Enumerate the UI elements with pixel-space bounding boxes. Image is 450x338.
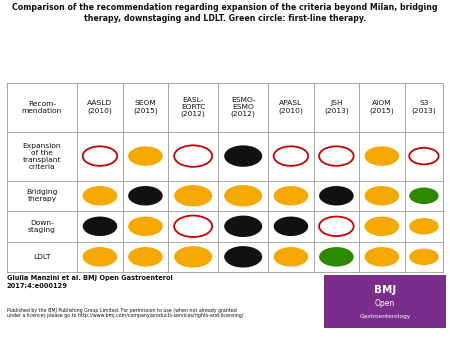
- Ellipse shape: [364, 186, 399, 206]
- Ellipse shape: [274, 247, 308, 267]
- Ellipse shape: [128, 247, 163, 267]
- Text: Expansion
of the
transplant
criteria: Expansion of the transplant criteria: [22, 143, 61, 170]
- Ellipse shape: [364, 217, 399, 236]
- Ellipse shape: [128, 217, 163, 236]
- Text: Comparison of the recommendation regarding expansion of the criteria beyond Mila: Comparison of the recommendation regardi…: [12, 3, 438, 23]
- Text: Bridging
therapy: Bridging therapy: [26, 189, 58, 202]
- Ellipse shape: [174, 185, 212, 207]
- Ellipse shape: [274, 186, 308, 206]
- Text: JSH
(2013): JSH (2013): [324, 100, 349, 114]
- Ellipse shape: [174, 246, 212, 268]
- Ellipse shape: [409, 188, 439, 204]
- Ellipse shape: [224, 185, 262, 207]
- Ellipse shape: [128, 146, 163, 166]
- Ellipse shape: [224, 216, 262, 237]
- Text: Down-
staging: Down- staging: [28, 220, 56, 233]
- Text: AASLD
(2010): AASLD (2010): [87, 100, 112, 114]
- Ellipse shape: [83, 186, 117, 206]
- Text: EASL-
EORTC
(2012): EASL- EORTC (2012): [181, 97, 206, 118]
- Text: APASL
(2010): APASL (2010): [279, 100, 303, 114]
- Text: Giulia Manzini et al. BMJ Open Gastroenterol
2017;4:e000129: Giulia Manzini et al. BMJ Open Gastroent…: [7, 275, 172, 288]
- Ellipse shape: [364, 247, 399, 267]
- Ellipse shape: [364, 146, 399, 166]
- Ellipse shape: [224, 246, 262, 268]
- Text: SEOM
(2015): SEOM (2015): [133, 100, 158, 114]
- Text: Open: Open: [374, 299, 395, 308]
- Ellipse shape: [319, 186, 354, 206]
- Ellipse shape: [83, 247, 117, 267]
- Ellipse shape: [83, 217, 117, 236]
- Text: BMJ: BMJ: [374, 285, 396, 295]
- Text: S3
(2013): S3 (2013): [412, 100, 436, 114]
- Ellipse shape: [224, 145, 262, 167]
- Text: LDLT: LDLT: [33, 254, 51, 260]
- Text: AIOM
(2015): AIOM (2015): [369, 100, 394, 114]
- Ellipse shape: [128, 186, 163, 206]
- Text: ESMO-
ESMO
(2012): ESMO- ESMO (2012): [231, 97, 256, 118]
- Ellipse shape: [409, 218, 439, 235]
- Ellipse shape: [274, 217, 308, 236]
- Text: Gastroenterology: Gastroenterology: [359, 314, 410, 319]
- Ellipse shape: [319, 247, 354, 267]
- Ellipse shape: [409, 248, 439, 265]
- Text: Recom-
mendation: Recom- mendation: [22, 101, 62, 114]
- Text: Published by the BMJ Publishing Group Limited. For permission to use (when not a: Published by the BMJ Publishing Group Li…: [7, 308, 243, 318]
